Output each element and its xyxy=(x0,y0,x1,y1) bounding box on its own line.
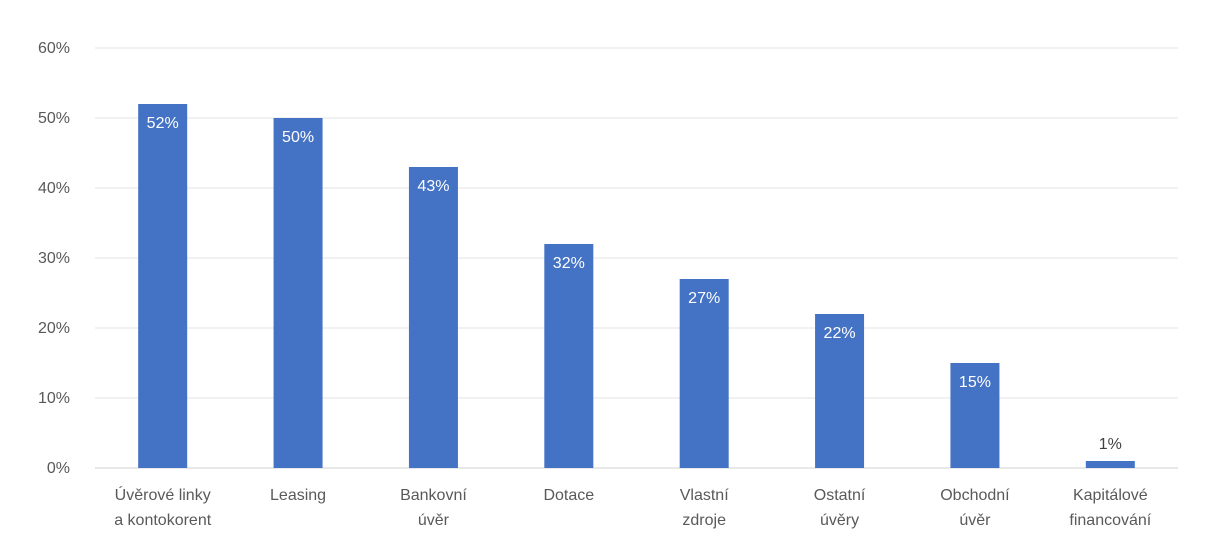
category-label: úvěr xyxy=(959,512,991,529)
category-label: úvěr xyxy=(418,512,450,529)
category-label: Leasing xyxy=(270,487,326,504)
data-label: 1% xyxy=(1099,436,1122,453)
category-label: úvěry xyxy=(820,512,859,529)
category-label: Bankovní xyxy=(400,487,467,504)
y-tick-label: 50% xyxy=(38,110,70,127)
data-labels: 52% 50% 43% 32% 27% 22% 15% 1% xyxy=(147,115,1122,453)
bar xyxy=(815,314,865,468)
data-label: 32% xyxy=(553,255,585,272)
data-label: 52% xyxy=(147,115,179,132)
data-label: 22% xyxy=(824,325,856,342)
category-label: Vlastní xyxy=(680,487,729,504)
bar xyxy=(408,167,458,468)
y-tick-label: 10% xyxy=(38,390,70,407)
data-label: 27% xyxy=(688,290,720,307)
data-label: 15% xyxy=(959,374,991,391)
category-label: Kapitálové xyxy=(1073,487,1148,504)
y-tick-label: 60% xyxy=(38,40,70,57)
bar xyxy=(273,118,323,468)
category-label: Úvěrové linky xyxy=(115,485,211,504)
category-label: Ostatní xyxy=(814,487,866,504)
category-label: a kontokorent xyxy=(114,512,212,529)
y-tick-label: 0% xyxy=(47,460,70,477)
y-axis-tick-labels: 0% 10% 20% 30% 40% 50% 60% xyxy=(38,40,70,477)
bar xyxy=(679,279,729,468)
data-label: 50% xyxy=(282,129,314,146)
bar xyxy=(138,104,188,468)
bars xyxy=(138,104,1135,468)
bar xyxy=(1085,461,1135,468)
category-label: Obchodní xyxy=(940,487,1010,504)
bar xyxy=(950,363,1000,468)
category-label: zdroje xyxy=(682,512,726,529)
data-label: 43% xyxy=(417,178,449,195)
y-tick-label: 30% xyxy=(38,250,70,267)
y-tick-label: 40% xyxy=(38,180,70,197)
gridlines xyxy=(95,47,1178,469)
bar xyxy=(544,244,594,468)
y-tick-label: 20% xyxy=(38,320,70,337)
x-axis-category-labels: Úvěrové linky a kontokorent Leasing Bankovn… xyxy=(114,485,1152,529)
category-label: financování xyxy=(1069,512,1151,529)
category-label: Dotace xyxy=(543,487,594,504)
